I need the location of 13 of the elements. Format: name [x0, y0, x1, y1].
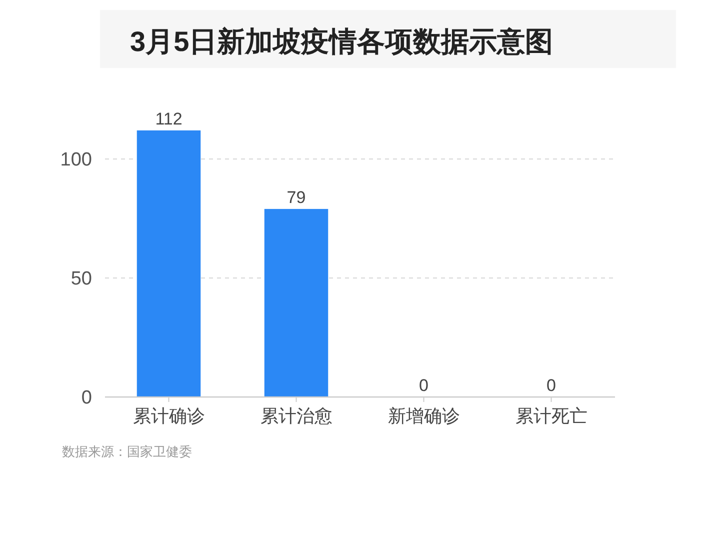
data-label: 0	[419, 376, 428, 395]
y-tick-label: 0	[81, 388, 92, 408]
data-label: 112	[155, 109, 182, 128]
x-tick-label: 新增确诊	[388, 406, 460, 426]
source-note: 数据来源：国家卫健委	[62, 444, 192, 459]
x-tick-label: 累计死亡	[515, 406, 588, 426]
chart-title: 3月5日新加坡疫情各项数据示意图	[130, 26, 554, 57]
x-tick-label: 累计治愈	[260, 406, 332, 426]
y-tick-label: 100	[60, 149, 92, 170]
data-label: 79	[286, 188, 306, 207]
y-tick-label: 50	[70, 268, 92, 290]
x-tick-label: 累计确诊	[132, 406, 205, 426]
data-label: 0	[546, 376, 556, 395]
